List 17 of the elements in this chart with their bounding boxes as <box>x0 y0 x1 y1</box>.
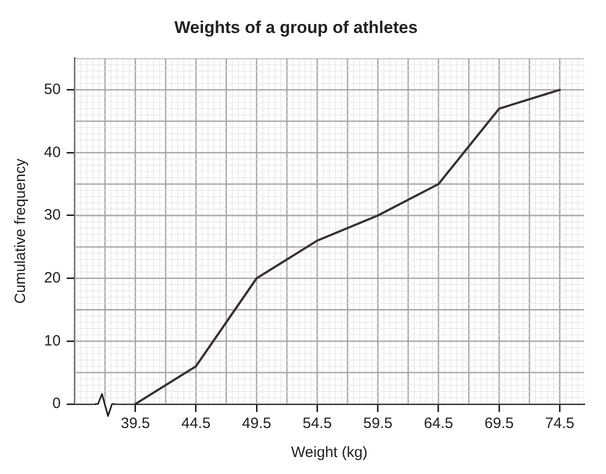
x-tick-label: 39.5 <box>120 415 150 432</box>
y-tick-label: 50 <box>44 80 61 98</box>
x-tick-label: 69.5 <box>484 415 514 432</box>
y-tick-label: 40 <box>44 144 61 161</box>
x-tick-label: 49.5 <box>242 415 272 432</box>
x-tick-label: 59.5 <box>363 415 392 432</box>
y-tick-label: 20 <box>44 269 61 286</box>
x-axis-title: Weight (kg) <box>291 444 368 462</box>
x-tick-label: 54.5 <box>302 415 332 432</box>
x-tick-label: 64.5 <box>424 415 454 432</box>
y-tick-label: 30 <box>44 206 61 224</box>
x-tick-label: 74.5 <box>545 415 574 432</box>
y-axis-title: Cumulative frequency <box>12 158 30 304</box>
y-tick-label: 0 <box>52 395 61 412</box>
chart-title: Weights of a group of athletes <box>174 18 418 37</box>
x-tick-label: 44.5 <box>181 415 211 432</box>
y-tick-label: 10 <box>44 332 61 350</box>
